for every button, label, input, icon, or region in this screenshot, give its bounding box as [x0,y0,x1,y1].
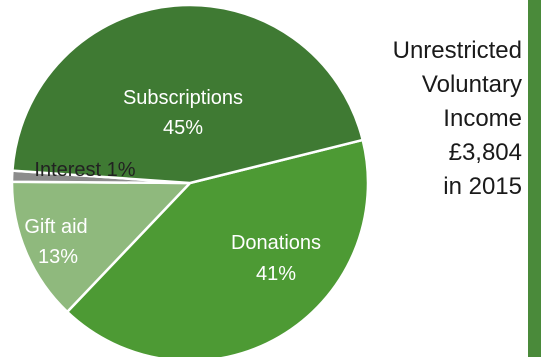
label-subscriptions-value: 45% [163,117,203,139]
label-interest-name: Interest [34,159,101,181]
pie-slice-gift-aid [10,180,193,314]
chart-caption: Unrestricted Voluntary Income £3,804 in … [312,34,522,204]
label-giftaid-value: 13% [38,246,78,268]
label-interest: Interest 1% [34,159,135,181]
label-giftaid-name: Gift aid [24,216,87,238]
label-donations-value: 41% [256,263,296,285]
caption-line-3: Income [443,105,522,132]
pie-slice-donations [65,138,370,357]
caption-line-4: £3,804 [448,139,522,166]
label-interest-value: 1% [107,159,136,181]
caption-line-5: in 2015 [443,173,522,200]
caption-line-2: Voluntary [421,71,522,98]
side-accent-bar [528,0,541,357]
pie-slice-subscriptions [11,3,365,185]
caption-line-1: Unrestricted [392,37,522,64]
label-subscriptions-name: Subscriptions [123,87,243,109]
label-donations-name: Donations [231,232,321,254]
